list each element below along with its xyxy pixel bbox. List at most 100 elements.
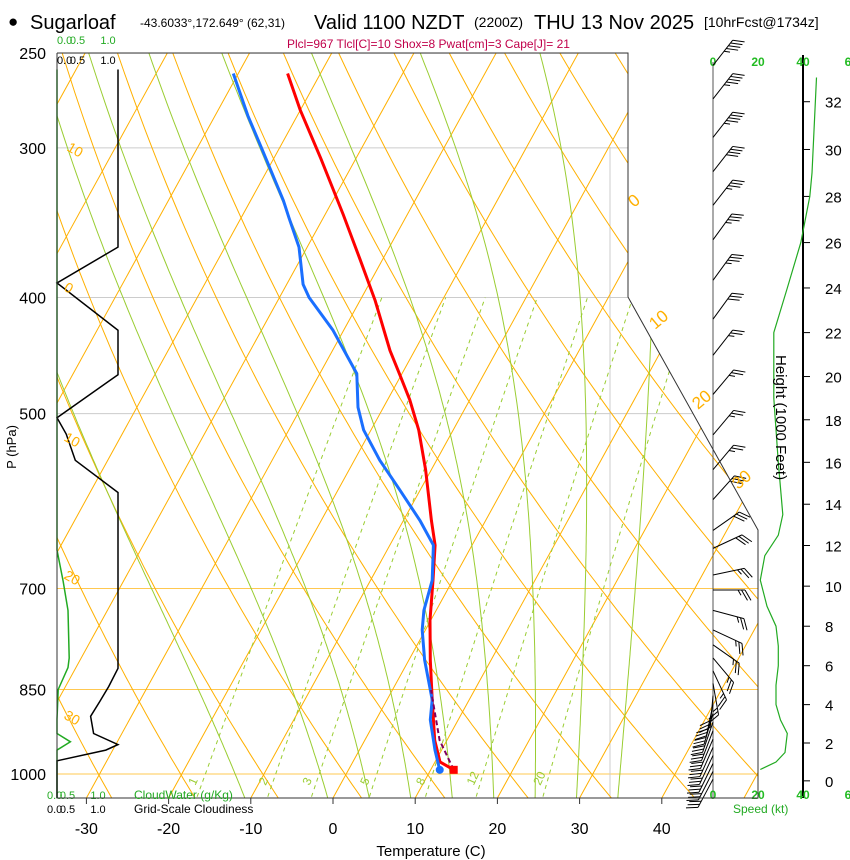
axis-labels: 1 2 3 5 8 12 201001020300102030250300400500700… bbox=[10, 46, 755, 838]
wind-barb-staff bbox=[702, 721, 714, 753]
wind-barb-flag bbox=[730, 114, 743, 118]
wind-barb-half-flag bbox=[737, 589, 742, 596]
wind-barb-flag bbox=[732, 111, 745, 115]
dry-adiabat bbox=[57, 53, 283, 798]
wind-barb-staff bbox=[700, 738, 714, 769]
isotherm bbox=[0, 53, 3, 798]
valid-date: THU 13 Nov 2025 bbox=[534, 12, 694, 34]
isotherm bbox=[250, 53, 661, 798]
wind-barb-flag bbox=[739, 511, 751, 518]
wind-barb-flag bbox=[690, 756, 703, 760]
wind-barb bbox=[712, 179, 745, 206]
wind-barb-staff bbox=[712, 254, 733, 281]
isotherm bbox=[332, 53, 744, 798]
wind-barb-half-flag bbox=[724, 50, 731, 53]
dry-adiabat-label: 20 bbox=[688, 386, 715, 413]
parcel-line bbox=[430, 689, 455, 771]
wind-barb-half-flag bbox=[724, 122, 731, 125]
wind-barb bbox=[712, 444, 746, 471]
speed-tick-label-bottom: 6 bbox=[845, 788, 850, 802]
wind-barb bbox=[712, 292, 744, 320]
height-tick-label: 22 bbox=[825, 326, 842, 343]
wind-barb-staff bbox=[699, 755, 714, 785]
wind-barb-staff bbox=[712, 629, 743, 644]
wind-barb-flag bbox=[735, 537, 746, 546]
wind-barb-half-flag bbox=[726, 676, 730, 683]
wind-barb-half-flag bbox=[735, 640, 737, 647]
speed-tick-label-top: 6 bbox=[845, 55, 850, 69]
wind-barb-staff bbox=[712, 39, 734, 66]
wind-barb-flag bbox=[736, 513, 748, 520]
wind-barb-staff bbox=[712, 73, 734, 100]
moist-adiabat bbox=[57, 53, 248, 798]
isotherm bbox=[168, 53, 579, 798]
wind-barb-staff bbox=[698, 763, 714, 793]
dry-adiabat bbox=[437, 53, 758, 798]
speed-axis-label: Speed (kt) bbox=[733, 802, 788, 816]
wind-barb-flag bbox=[732, 73, 745, 76]
wind-barb-flag bbox=[731, 447, 744, 451]
dry-adiabat bbox=[219, 53, 701, 798]
temperature-tick-label: -30 bbox=[75, 821, 98, 838]
cloudiness-scale-label: 0.5 bbox=[60, 804, 75, 816]
wind-barb-flag bbox=[728, 682, 735, 694]
wind-barb-half-flag bbox=[726, 187, 733, 190]
wind-barb-flag bbox=[729, 216, 742, 219]
wind-barb-flag bbox=[730, 42, 743, 46]
isotherm bbox=[57, 53, 333, 798]
speed-tick-label-top: 40 bbox=[796, 55, 810, 69]
wind-barb bbox=[688, 738, 714, 771]
wind-barb bbox=[687, 755, 714, 787]
wind-barb-staff bbox=[699, 747, 714, 777]
temperature-tick-label: 10 bbox=[406, 821, 424, 838]
height-tick-label: 24 bbox=[825, 281, 842, 298]
wind-speed-line bbox=[759, 77, 818, 771]
cloudiness-label: Grid-Scale Cloudiness bbox=[134, 802, 253, 816]
wind-barb-flag bbox=[728, 185, 741, 188]
moist-adiabat bbox=[141, 53, 413, 798]
mixing-ratio-label: 20 bbox=[530, 769, 548, 787]
wind-barb-flag bbox=[726, 48, 739, 51]
wind-barb-staff bbox=[712, 609, 745, 620]
wind-barb-flag bbox=[717, 696, 726, 707]
wind-barb-half-flag bbox=[724, 84, 731, 87]
isotherm bbox=[661, 53, 758, 798]
cloudiness-line bbox=[55, 69, 120, 798]
wind-barb bbox=[712, 329, 745, 356]
wind-barb-flag bbox=[729, 256, 742, 260]
wind-barb-staff bbox=[712, 111, 734, 138]
wind-barb-flag bbox=[731, 412, 744, 416]
wind-barb-flag bbox=[696, 728, 708, 734]
wind-barb-flag bbox=[688, 768, 701, 771]
wind-barb-half-flag bbox=[719, 693, 724, 699]
wind-barb bbox=[686, 763, 714, 794]
wind-barb bbox=[712, 369, 746, 395]
cloudiness-scale-label: 1.0 bbox=[100, 55, 115, 67]
dry-adiabat bbox=[57, 53, 367, 798]
dry-adiabat-label: 0 bbox=[624, 190, 643, 211]
wind-barb-half-flag bbox=[728, 415, 736, 418]
wind-barb bbox=[712, 213, 744, 241]
pressure-tick-label: 850 bbox=[19, 682, 46, 699]
wind-barb-flag bbox=[693, 740, 706, 745]
dry-adiabat bbox=[328, 53, 758, 798]
wind-barb-staff bbox=[712, 146, 734, 172]
wind-barb-flag bbox=[737, 663, 740, 676]
wind-barb-flag bbox=[690, 777, 703, 780]
wind-barb-flag bbox=[731, 477, 744, 482]
forecast-info: [10hrFcst@1734z] bbox=[704, 14, 819, 30]
wind-barb bbox=[712, 253, 744, 281]
wind-barb bbox=[686, 771, 714, 802]
temperature-line bbox=[286, 73, 455, 772]
wind-barb bbox=[694, 704, 714, 741]
wind-barb-flag bbox=[733, 444, 746, 448]
wind-barb-flag bbox=[727, 298, 740, 301]
isotherm bbox=[57, 53, 168, 798]
wind-barb-flag bbox=[734, 475, 747, 479]
moist-adiabat bbox=[533, 53, 588, 798]
wind-barb-flag bbox=[690, 751, 703, 756]
station-name: Sugarloaf bbox=[30, 12, 116, 34]
wind-barb-staff bbox=[701, 730, 714, 761]
dry-adiabat-label: 10 bbox=[62, 429, 84, 451]
wind-barb-staff bbox=[712, 213, 733, 241]
